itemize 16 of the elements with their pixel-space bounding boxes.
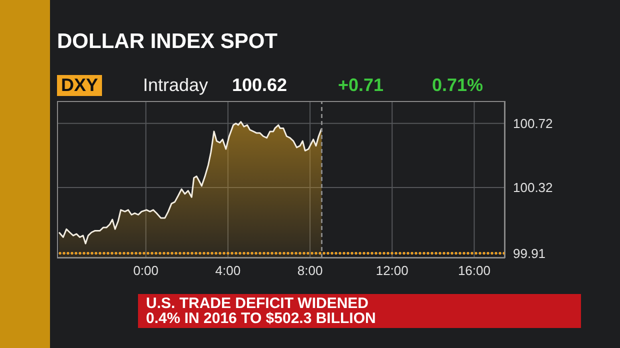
x-tick-label: 16:00	[458, 263, 490, 278]
x-tick-label: 8:00	[297, 263, 323, 278]
text: Intraday	[143, 75, 208, 95]
text: 0.4% IN 2016 TO $502.3 BILLION	[146, 310, 376, 327]
y-tick-label: 99.91	[513, 246, 546, 261]
text: DXY	[57, 75, 102, 96]
chart-title: DOLLAR INDEX SPOT	[57, 30, 278, 54]
text: U.S. TRADE DEFICIT WIDENED	[146, 295, 369, 312]
x-tick-label: 0:00	[133, 263, 159, 278]
x-tick-label: 4:00	[215, 263, 241, 278]
y-tick-label: 100.72	[513, 116, 553, 132]
text: 100.62	[232, 75, 288, 95]
x-tick-label: 12:00	[376, 263, 408, 278]
text: +0.71	[338, 75, 384, 95]
text: 0.71%	[432, 75, 484, 95]
y-tick-label: 100.32	[513, 180, 553, 196]
